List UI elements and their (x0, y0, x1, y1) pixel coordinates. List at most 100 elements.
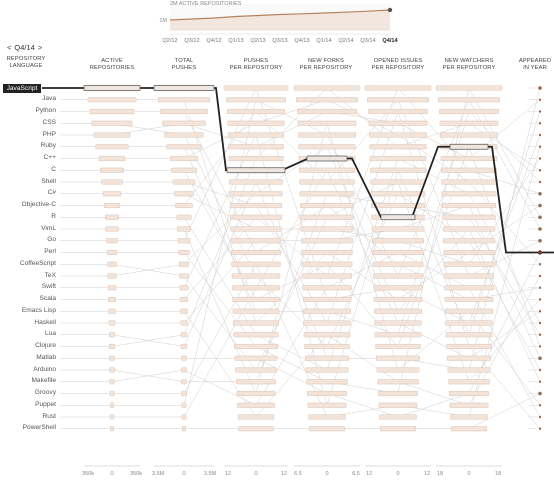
language-item[interactable]: Clojure (35, 342, 56, 349)
bar-ipr-row (373, 297, 423, 303)
language-item[interactable]: Haskell (34, 318, 56, 326)
language-item[interactable]: Lua (44, 330, 56, 338)
language-item[interactable]: VimL (41, 224, 56, 232)
language-item[interactable]: R (51, 212, 56, 220)
axis-tick-label: 0 (467, 471, 470, 477)
bar-wpr-row (448, 379, 490, 385)
language-item[interactable]: C++ (43, 154, 56, 161)
bar-wpr-row (445, 320, 493, 326)
bar-pushes-row (181, 355, 187, 361)
language-item[interactable]: CSS (42, 118, 56, 126)
prev-quarter-button[interactable]: < (7, 43, 12, 52)
header-active-repos[interactable]: ACTIVE REPOSITORIES (84, 58, 140, 72)
language-item[interactable]: C# (47, 189, 56, 197)
language-item[interactable]: PHP (42, 130, 56, 138)
appeared-dot (538, 133, 542, 137)
bar-ipr-row (368, 108, 428, 114)
language-item[interactable]: PowerShell (22, 424, 56, 432)
language-item[interactable]: CoffeeScript (19, 259, 56, 267)
header-watchers-per-repo[interactable]: NEW WATCHERS PER REPOSITORY (438, 58, 500, 72)
axis-tick-label: 12 (225, 471, 231, 477)
timeline-quarter-label[interactable]: Q1/14 (316, 38, 331, 44)
timeline-quarter-label[interactable]: Q4/13 (294, 38, 309, 44)
connector-r (60, 158, 541, 371)
timeline-quarter-label[interactable]: Q4/12 (206, 38, 221, 44)
appeared-dot (538, 238, 542, 243)
bar-ipr-row (376, 355, 420, 361)
language-item[interactable]: Go (47, 236, 56, 244)
bar-active-row (102, 191, 122, 197)
bar-pushes-row (180, 320, 188, 326)
timeline-quarter-label[interactable]: Q3/12 (184, 38, 199, 44)
bar-pushes-row (181, 414, 187, 420)
axis-tick-label: 6.5 (294, 471, 302, 477)
language-item[interactable]: JavaScript (3, 83, 41, 93)
bar-wpr-row (442, 214, 496, 220)
timeline-line (169, 9, 391, 21)
timeline-quarter-label[interactable]: Q4/14 (382, 38, 398, 44)
axis-tick-label: 0 (396, 471, 399, 477)
header-forks-per-repo[interactable]: NEW FORKS PER REPOSITORY (296, 58, 356, 72)
bar-active-row (98, 155, 126, 161)
language-item[interactable]: Scala (39, 295, 57, 302)
bar-ppr-row (229, 202, 283, 208)
bar-ppr-row (233, 332, 279, 338)
language-item[interactable]: Swift (41, 283, 56, 291)
language-item[interactable]: Emacs Lisp (21, 306, 56, 314)
language-item[interactable]: Perl (44, 248, 56, 255)
bar-pushes-row (180, 344, 188, 350)
bar-active-row (109, 391, 115, 397)
bar-wpr-row (444, 285, 494, 291)
language-item[interactable]: Python (35, 107, 56, 114)
timeline-quarter-label[interactable]: Q2/12 (162, 38, 177, 44)
bar-ppr-row (223, 85, 289, 91)
timeline-quarter-label[interactable]: Q3/13 (272, 38, 287, 44)
header-total-pushes-line1: TOTAL (174, 58, 194, 64)
header-appeared[interactable]: APPEARED IN YEAR (516, 58, 554, 72)
appeared-dot (538, 404, 542, 407)
language-item[interactable]: Shell (41, 177, 56, 185)
header-pushes-per-repo[interactable]: PUSHES PER REPOSITORY (226, 58, 286, 72)
appeared-dot (538, 345, 542, 348)
bar-wpr-row (443, 238, 495, 244)
bar-fpr-row (302, 273, 352, 279)
header-language: REPOSITORY LANGUAGE (4, 56, 48, 70)
bar-wpr-row (442, 202, 496, 208)
bar-ppr-row (233, 320, 279, 326)
language-item[interactable]: Rust (42, 412, 56, 420)
bar-pushes-row (179, 297, 189, 303)
language-item[interactable]: Ruby (40, 142, 56, 150)
language-item[interactable]: Groovy (34, 389, 56, 396)
language-item[interactable]: Java (42, 95, 56, 103)
header-forks-per-repo-line1: NEW FORKS (307, 58, 344, 64)
header-watchers-per-repo-line1: NEW WATCHERS (444, 58, 494, 64)
language-item[interactable]: C (51, 165, 56, 173)
next-quarter-button[interactable]: > (37, 43, 43, 52)
timeline-quarter-label[interactable]: Q3/14 (360, 38, 375, 44)
connector-powershell (60, 393, 541, 429)
timeline-quarter-label[interactable]: Q1/13 (228, 38, 243, 44)
bar-fpr-row (305, 355, 349, 361)
language-item[interactable]: Objective-C (21, 201, 56, 208)
language-item[interactable]: Makefile (31, 377, 56, 385)
language-item[interactable]: Matlab (36, 353, 56, 361)
bar-ipr-row (368, 120, 428, 126)
bar-fpr-row (308, 414, 346, 420)
language-item[interactable]: TeX (44, 271, 56, 279)
timeline-quarter-label[interactable]: Q2/14 (338, 38, 353, 44)
selected-language-bar (226, 167, 286, 174)
bar-active-row (109, 355, 115, 361)
header-appeared-line2: IN YEAR (523, 65, 547, 71)
appeared-dot (538, 157, 542, 160)
bar-wpr-row (442, 226, 496, 232)
timeline-quarter-label[interactable]: Q2/13 (250, 38, 265, 44)
appeared-dot (538, 298, 542, 301)
bar-ppr-row (236, 391, 276, 397)
header-total-pushes[interactable]: TOTAL PUSHES (156, 58, 212, 72)
language-item[interactable]: Puppet (35, 400, 56, 408)
header-issues-per-repo[interactable]: OPENED ISSUES PER REPOSITORY (367, 58, 429, 72)
language-item[interactable]: Arduino (33, 365, 56, 373)
appeared-dot (538, 169, 542, 172)
bar-active-row (108, 332, 115, 338)
bar-ppr-row (228, 155, 284, 161)
